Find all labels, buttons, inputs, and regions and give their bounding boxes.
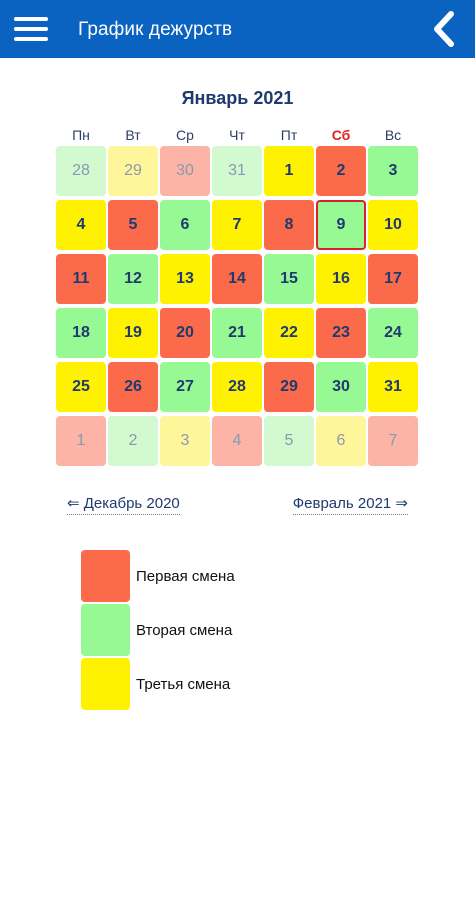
calendar-day-other-month[interactable]: 5: [264, 416, 314, 466]
prev-month-link[interactable]: ⇐ Декабрь 2020: [67, 494, 180, 515]
calendar-day[interactable]: 14: [212, 254, 262, 304]
calendar-day-other-month[interactable]: 7: [368, 416, 418, 466]
calendar-day[interactable]: 17: [368, 254, 418, 304]
next-month-link[interactable]: Февраль 2021 ⇒: [292, 494, 408, 515]
calendar-day[interactable]: 4: [56, 200, 106, 250]
legend-swatch: [81, 658, 130, 710]
calendar-day-other-month[interactable]: 1: [56, 416, 106, 466]
calendar-day[interactable]: 2: [316, 146, 366, 196]
legend-swatch: [81, 604, 130, 656]
calendar-day-today[interactable]: 9: [316, 200, 366, 250]
calendar-day-other-month[interactable]: 28: [56, 146, 106, 196]
calendar-day[interactable]: 8: [264, 200, 314, 250]
calendar-day[interactable]: 22: [264, 308, 314, 358]
legend-item: Первая смена: [81, 550, 341, 604]
legend-label: Вторая смена: [136, 622, 233, 639]
calendar-day[interactable]: 27: [160, 362, 210, 412]
weekday-label: Сб: [331, 127, 351, 143]
calendar-day[interactable]: 30: [316, 362, 366, 412]
calendar-day-other-month[interactable]: 6: [316, 416, 366, 466]
legend-swatch: [81, 550, 130, 602]
weekday-label: Пн: [72, 127, 90, 143]
calendar-day[interactable]: 25: [56, 362, 106, 412]
calendar-day[interactable]: 24: [368, 308, 418, 358]
calendar-day-other-month[interactable]: 4: [212, 416, 262, 466]
calendar-day[interactable]: 3: [368, 146, 418, 196]
legend-label: Первая смена: [136, 568, 235, 585]
calendar-day[interactable]: 18: [56, 308, 106, 358]
calendar-day[interactable]: 11: [56, 254, 106, 304]
app-title: График дежурств: [78, 19, 233, 40]
weekday-header: Пн Вт Ср Чт Пт Сб Вс: [56, 127, 420, 145]
calendar-day[interactable]: 26: [108, 362, 158, 412]
chevron-left-icon[interactable]: [427, 10, 461, 48]
weekday-label: Ср: [176, 127, 194, 143]
calendar-day-other-month[interactable]: 3: [160, 416, 210, 466]
calendar-day-other-month[interactable]: 29: [108, 146, 158, 196]
calendar-day[interactable]: 5: [108, 200, 158, 250]
calendar-day[interactable]: 29: [264, 362, 314, 412]
calendar-day[interactable]: 10: [368, 200, 418, 250]
calendar-day[interactable]: 21: [212, 308, 262, 358]
calendar-day[interactable]: 23: [316, 308, 366, 358]
calendar-day[interactable]: 15: [264, 254, 314, 304]
app-bar: График дежурств: [0, 0, 475, 58]
calendar-day[interactable]: 6: [160, 200, 210, 250]
month-title: Январь 2021: [181, 88, 294, 108]
weekday-label: Чт: [229, 127, 245, 143]
legend-item: Третья смена: [81, 658, 341, 712]
shift-legend: Первая смена Вторая смена Третья смена: [81, 550, 341, 712]
calendar-day-other-month[interactable]: 2: [108, 416, 158, 466]
calendar-day-other-month[interactable]: 31: [212, 146, 262, 196]
calendar-day[interactable]: 31: [368, 362, 418, 412]
calendar-day[interactable]: 1: [264, 146, 314, 196]
legend-item: Вторая смена: [81, 604, 341, 658]
calendar-day[interactable]: 16: [316, 254, 366, 304]
calendar-day[interactable]: 13: [160, 254, 210, 304]
calendar-day[interactable]: 12: [108, 254, 158, 304]
legend-label: Третья смена: [136, 676, 231, 693]
calendar-day[interactable]: 19: [108, 308, 158, 358]
calendar-day[interactable]: 7: [212, 200, 262, 250]
hamburger-menu-icon[interactable]: [14, 17, 48, 41]
calendar-day-other-month[interactable]: 30: [160, 146, 210, 196]
calendar-day[interactable]: 28: [212, 362, 262, 412]
weekday-label: Пт: [280, 127, 298, 143]
calendar-grid: 28 29 30 31 1 2 3 4 5 6 7 8 9 10 11 12 13 14 15 16 17 18 19 20 2…: [56, 146, 420, 470]
calendar-day[interactable]: 20: [160, 308, 210, 358]
weekday-label: Вс: [384, 127, 402, 143]
weekday-label: Вт: [125, 127, 141, 143]
